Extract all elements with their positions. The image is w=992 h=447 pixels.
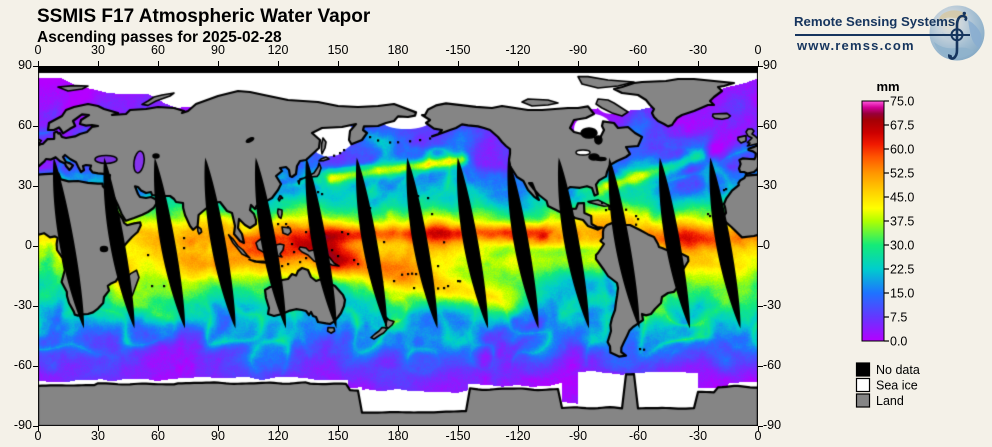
svg-text:Land: Land: [876, 394, 904, 408]
svg-text:15.0: 15.0: [890, 287, 914, 301]
svg-text:67.5: 67.5: [890, 119, 914, 133]
svg-text:75.0: 75.0: [890, 95, 914, 109]
svg-text:0.0: 0.0: [890, 335, 907, 349]
svg-text:Sea ice: Sea ice: [876, 379, 918, 393]
svg-text:52.5: 52.5: [890, 167, 914, 181]
svg-text:22.5: 22.5: [890, 263, 914, 277]
svg-text:60.0: 60.0: [890, 143, 914, 157]
svg-text:45.0: 45.0: [890, 191, 914, 205]
svg-text:37.5: 37.5: [890, 215, 914, 229]
svg-text:No data: No data: [876, 363, 920, 377]
svg-text:30.0: 30.0: [890, 239, 914, 253]
svg-text:mm: mm: [876, 79, 899, 94]
svg-text:7.5: 7.5: [890, 311, 907, 325]
